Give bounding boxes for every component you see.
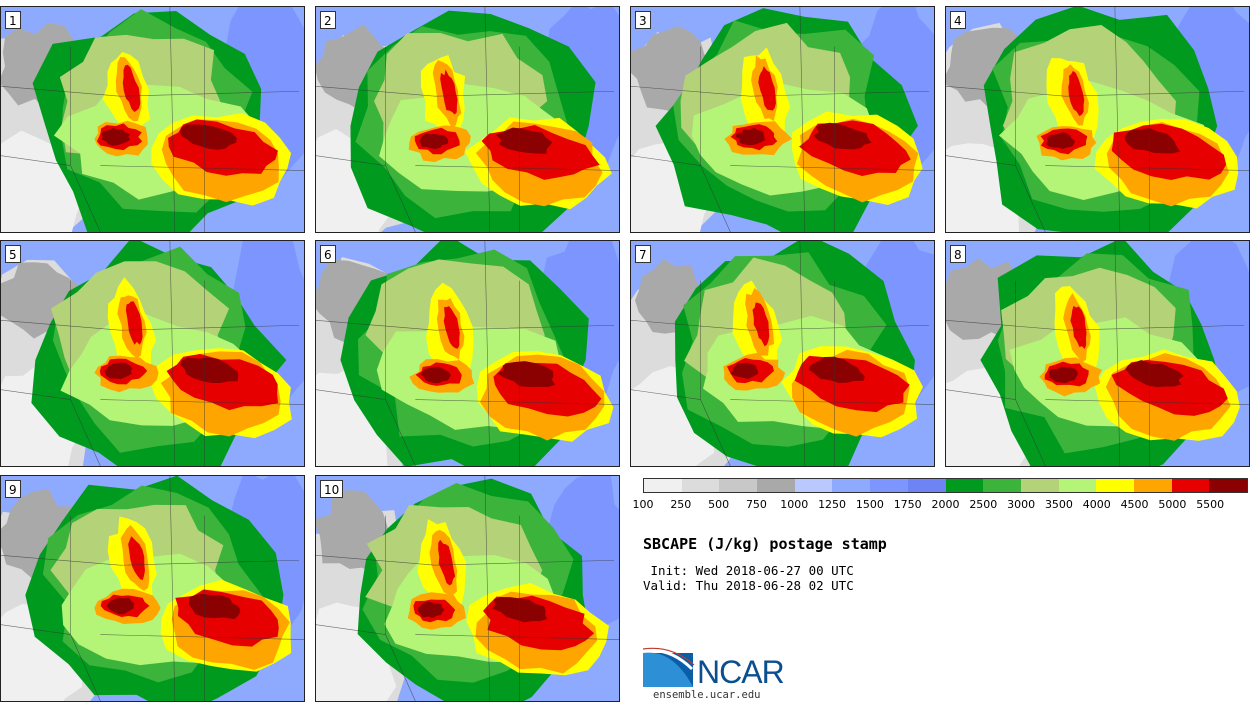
colorbar-segment	[1171, 479, 1210, 492]
member-panel: 2	[315, 6, 620, 233]
colorbar-segment	[870, 479, 908, 492]
colorbar-segment	[1209, 479, 1247, 492]
colorbar-segment	[794, 479, 833, 492]
colorbar-segment	[1096, 479, 1134, 492]
colorbar-segment	[757, 479, 795, 492]
member-panel: 6	[315, 240, 620, 467]
cape-map	[316, 476, 619, 701]
colorbar-tick-label: 1000	[780, 498, 809, 511]
member-number: 5	[5, 245, 21, 263]
cape-map	[946, 7, 1249, 232]
colorbar-tick-label: 250	[670, 498, 692, 511]
ncar-logo-text: NCAR	[697, 654, 785, 690]
colorbar-tick-label: 3500	[1044, 498, 1073, 511]
ncar-logo-icon	[642, 647, 695, 687]
colorbar-labels: 100 250 500 750 1000 1250 1500 1750 2000…	[633, 498, 1248, 512]
cape-map	[316, 7, 619, 232]
member-panel: 3	[630, 6, 935, 233]
colorbar-tick-label: 1500	[855, 498, 884, 511]
product-title: SBCAPE (J/kg) postage stamp	[643, 535, 887, 553]
site-url: ensemble.ucar.edu	[653, 689, 761, 701]
cape-map	[1, 476, 304, 701]
member-panel: 8	[945, 240, 1250, 467]
cape-map	[1, 241, 304, 466]
colorbar-segment	[681, 479, 720, 492]
member-number: 2	[320, 11, 336, 29]
member-number: 7	[635, 245, 651, 263]
colorbar-tick-label: 3000	[1007, 498, 1036, 511]
colorbar-tick-label: 1250	[818, 498, 847, 511]
colorbar-segment	[1020, 479, 1059, 492]
valid-time: Valid: Thu 2018-06-28 02 UTC	[643, 578, 854, 593]
colorbar-segment	[945, 479, 984, 492]
member-number: 8	[950, 245, 966, 263]
member-number: 10	[320, 480, 344, 498]
member-panel: 10	[315, 475, 620, 702]
colorbar-segment	[1133, 479, 1172, 492]
colorbar-segment	[1058, 479, 1097, 492]
colorbar-tick-label: 100	[632, 498, 654, 511]
colorbar-tick-label: 500	[708, 498, 730, 511]
member-number: 3	[635, 11, 651, 29]
init-time: Init: Wed 2018-06-27 00 UTC	[643, 563, 854, 578]
colorbar-segment	[907, 479, 946, 492]
colorbar-tick-label: 5500	[1196, 498, 1225, 511]
member-panel: 9	[0, 475, 305, 702]
cape-map	[631, 7, 934, 232]
colorbar-segment	[832, 479, 871, 492]
colorbar-tick-label: 4000	[1082, 498, 1111, 511]
member-panel: 1	[0, 6, 305, 233]
member-panel: 4	[945, 6, 1250, 233]
colorbar-segment	[983, 479, 1021, 492]
colorbar-tick-label: 2000	[931, 498, 960, 511]
colorbar-tick-label: 2500	[969, 498, 998, 511]
member-panel: 5	[0, 240, 305, 467]
cape-map	[946, 241, 1249, 466]
colorbar-segment	[719, 479, 758, 492]
cape-map	[1, 7, 304, 232]
cape-map	[316, 241, 619, 466]
member-number: 4	[950, 11, 966, 29]
colorbar	[643, 478, 1248, 493]
member-number: 9	[5, 480, 21, 498]
member-number: 1	[5, 11, 21, 29]
member-panel: 7	[630, 240, 935, 467]
cape-map	[631, 241, 934, 466]
colorbar-segment	[644, 479, 682, 492]
colorbar-tick-label: 5000	[1158, 498, 1187, 511]
colorbar-tick-label: 1750	[893, 498, 922, 511]
member-number: 6	[320, 245, 336, 263]
colorbar-tick-label: 750	[745, 498, 767, 511]
colorbar-tick-label: 4500	[1120, 498, 1149, 511]
